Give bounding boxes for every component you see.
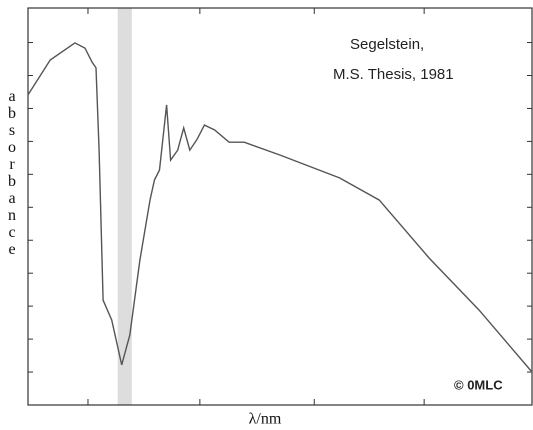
copyright: © 0MLC xyxy=(454,377,503,392)
y-axis-label: absorbance xyxy=(4,88,21,258)
annotation: M.S. Thesis, 1981 xyxy=(333,66,454,83)
x-axis-label: λ/nm xyxy=(249,411,282,428)
plot-frame xyxy=(27,7,533,406)
annotation: Segelstein, xyxy=(350,36,424,53)
spectrum-line xyxy=(27,42,533,373)
shaded-region xyxy=(117,8,132,405)
